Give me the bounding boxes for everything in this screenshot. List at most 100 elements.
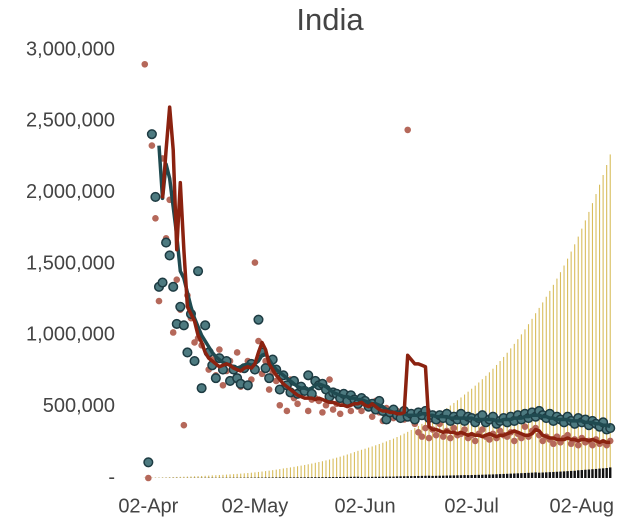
bar [424, 421, 427, 478]
bar [339, 456, 341, 478]
bar [542, 302, 544, 478]
bar [588, 211, 590, 478]
bar [186, 476, 188, 478]
bar [317, 477, 321, 478]
bar [434, 475, 438, 478]
bar [353, 452, 355, 478]
bar [304, 464, 306, 478]
bar [296, 477, 299, 478]
y-tick-label: 500,000 [43, 395, 115, 417]
bar [328, 459, 331, 478]
bar [495, 474, 498, 478]
bar [406, 476, 409, 478]
bar [367, 476, 370, 478]
point [518, 434, 525, 442]
bar [517, 339, 519, 478]
bar [265, 471, 267, 478]
point [157, 277, 168, 288]
bar [325, 460, 327, 478]
bar [569, 470, 573, 478]
bar [374, 476, 377, 478]
bar [392, 438, 395, 478]
point [326, 376, 333, 383]
bar [307, 464, 309, 478]
bar [399, 476, 402, 478]
bar [165, 477, 167, 478]
bar [299, 477, 303, 478]
y-tick-label: 1,500,000 [26, 252, 115, 274]
bar [272, 470, 274, 478]
bar [609, 154, 611, 478]
bar [350, 453, 352, 478]
bar [431, 475, 434, 478]
bar [587, 469, 591, 478]
bar [591, 469, 594, 478]
bar [453, 402, 455, 478]
bar [548, 472, 552, 478]
line [160, 105, 611, 445]
bar [176, 476, 178, 478]
point [210, 373, 221, 384]
bar [520, 334, 522, 478]
bar [158, 477, 160, 478]
point [276, 401, 284, 409]
point [471, 437, 479, 445]
point [303, 370, 314, 381]
bar [275, 477, 278, 478]
bar [353, 476, 356, 478]
bar [428, 419, 430, 478]
bar [445, 475, 448, 478]
bar [278, 477, 281, 478]
bar [403, 433, 405, 478]
point [148, 142, 156, 149]
bar [395, 476, 399, 478]
bar [297, 466, 299, 478]
bar [208, 475, 210, 478]
bar [530, 472, 534, 478]
point [510, 437, 518, 445]
chart-title: India [296, 2, 364, 37]
bar [449, 405, 451, 478]
bar [279, 469, 281, 478]
bar [407, 431, 409, 478]
point [253, 314, 264, 325]
bar [605, 468, 608, 478]
point [182, 347, 193, 358]
bar [229, 474, 231, 478]
bar [289, 477, 292, 478]
bar [567, 258, 569, 478]
bar [370, 476, 374, 478]
bar [538, 307, 540, 478]
bar [452, 475, 456, 478]
bar [456, 475, 459, 478]
point [150, 191, 161, 202]
bar [446, 408, 448, 478]
point [319, 409, 326, 416]
bar [285, 477, 289, 478]
bar [463, 475, 466, 478]
bar [388, 476, 392, 478]
bar [314, 477, 317, 478]
bar [410, 476, 413, 478]
bar [516, 473, 520, 478]
bar [460, 397, 462, 478]
bar [541, 472, 544, 478]
bar [545, 296, 547, 478]
bar [318, 462, 320, 478]
bar [574, 244, 576, 478]
x-tick-label: 02-Apr [118, 495, 178, 517]
bar [349, 476, 353, 478]
bar [598, 468, 601, 478]
bar [161, 477, 164, 478]
point [168, 281, 179, 292]
bar [402, 476, 406, 478]
bar [314, 462, 316, 478]
bar [247, 473, 249, 478]
bar [414, 428, 416, 478]
bar [432, 417, 434, 478]
point [450, 424, 458, 432]
point [152, 215, 159, 222]
bar [580, 470, 583, 478]
bar [449, 475, 452, 478]
bar [218, 475, 220, 478]
